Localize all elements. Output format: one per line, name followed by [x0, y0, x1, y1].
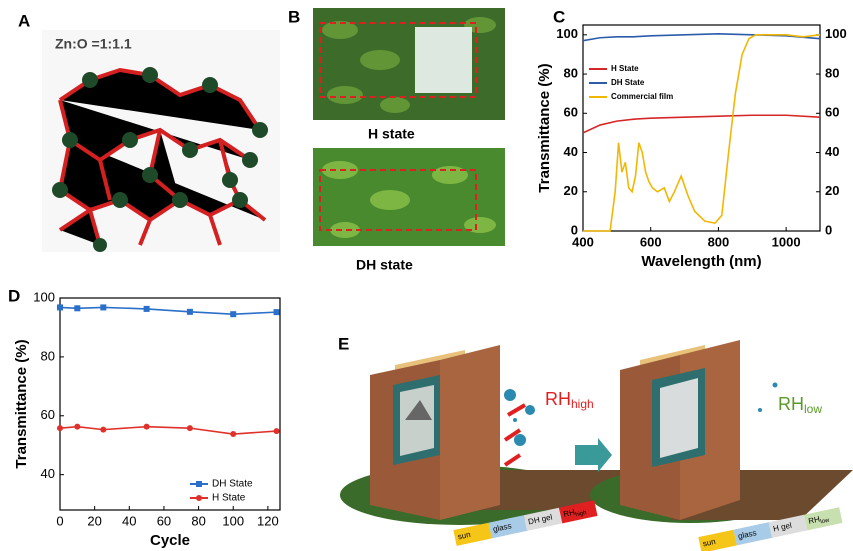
- x-tick-label: 0: [56, 513, 63, 528]
- x-tick-label: 100: [222, 513, 244, 528]
- x-tick-label: 120: [257, 513, 279, 528]
- y-tick-label: 80: [41, 348, 55, 363]
- series-line: [60, 427, 277, 434]
- rh-high-label: RHhigh: [545, 389, 594, 411]
- marker: [144, 424, 150, 430]
- plot-frame: [583, 25, 820, 231]
- marker: [230, 431, 236, 437]
- marker: [187, 425, 193, 431]
- figure: A B C D E Zn:O =1:1.1 H state DH state R…: [0, 0, 853, 551]
- photo-h-state: [313, 8, 505, 120]
- y-tick-label: 80: [564, 65, 578, 80]
- marker: [74, 424, 80, 430]
- x-tick-label: 80: [191, 513, 205, 528]
- marker: [57, 425, 63, 431]
- y2-tick-label: 0: [825, 222, 832, 237]
- marker: [274, 428, 280, 434]
- y2-tick-label: 20: [825, 183, 839, 198]
- series-line: [60, 307, 277, 314]
- composition-label: Zn:O =1:1.1: [55, 36, 132, 52]
- legend-label: H State: [611, 64, 639, 73]
- marker: [74, 305, 80, 311]
- marker: [274, 309, 280, 315]
- panel-label: C: [553, 7, 565, 26]
- panel-label: D: [8, 286, 20, 305]
- window-diagram: [340, 340, 853, 525]
- y-axis-label: Transmittance (%): [13, 339, 30, 468]
- y-tick-label: 20: [564, 183, 578, 198]
- crystal-structure: Zn:O =1:1.1: [42, 30, 280, 252]
- y-tick-label: 40: [564, 144, 578, 159]
- rh-low-label: RHlow: [778, 394, 822, 416]
- caption: DH state: [356, 257, 413, 273]
- x-tick-label: 600: [640, 234, 662, 249]
- x-axis-label: Wavelength (nm): [641, 253, 761, 270]
- panel-label: B: [288, 7, 300, 26]
- x-tick-label: 800: [708, 234, 730, 249]
- y2-tick-label: 60: [825, 105, 839, 120]
- legend-label: Commercial film: [611, 92, 673, 101]
- x-tick-label: 40: [122, 513, 136, 528]
- panel-label: E: [338, 334, 349, 353]
- marker: [144, 306, 150, 312]
- y-tick-label: 0: [571, 222, 578, 237]
- x-tick-label: 60: [157, 513, 171, 528]
- legend-marker: [196, 481, 202, 487]
- y-tick-label: 100: [33, 289, 55, 304]
- legend-label: DH State: [212, 479, 253, 490]
- y-axis-label: Transmittance (%): [536, 63, 553, 192]
- y-tick-label: 60: [564, 105, 578, 120]
- series-line: [583, 115, 820, 133]
- x-tick-label: 1000: [772, 234, 801, 249]
- y2-tick-label: 40: [825, 144, 839, 159]
- photo-dh-state: [313, 148, 505, 246]
- legend-label: DH State: [611, 78, 645, 87]
- marker: [230, 311, 236, 317]
- x-tick-label: 20: [87, 513, 101, 528]
- x-axis-label: Cycle: [150, 532, 190, 549]
- marker: [100, 304, 106, 310]
- y-tick-label: 40: [41, 466, 55, 481]
- y-tick-label: 60: [41, 407, 55, 422]
- marker: [187, 309, 193, 315]
- y-tick-label: 100: [556, 26, 578, 41]
- panel-label: A: [18, 11, 30, 30]
- y2-tick-label: 80: [825, 65, 839, 80]
- marker: [57, 304, 63, 310]
- marker: [100, 427, 106, 433]
- caption: H state: [368, 126, 415, 142]
- y2-tick-label: 100: [825, 26, 847, 41]
- legend-label: H State: [212, 493, 246, 504]
- legend-marker: [196, 495, 202, 501]
